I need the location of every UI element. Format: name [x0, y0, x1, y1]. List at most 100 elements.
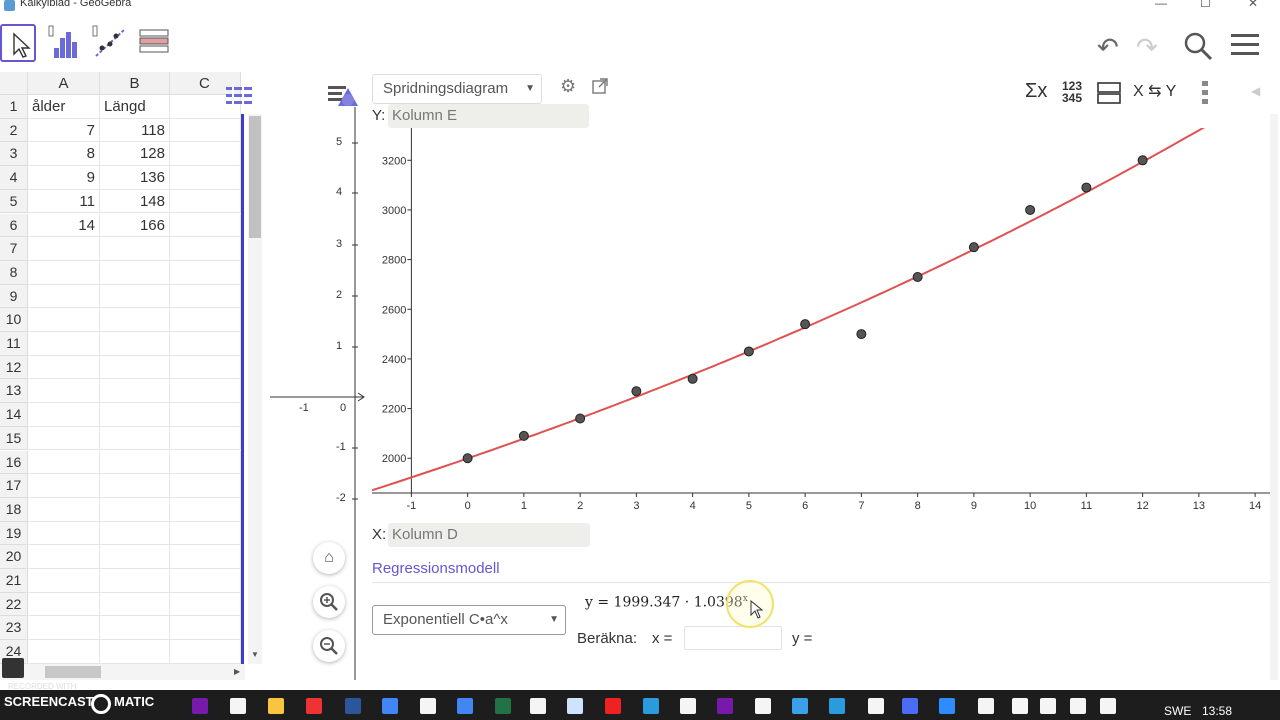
cell-b13[interactable] [100, 379, 170, 404]
row-header[interactable]: 5 [0, 189, 28, 214]
home-icon[interactable]: ⌂ [313, 542, 345, 574]
horizontal-scrollbar[interactable] [0, 664, 245, 680]
chart-type-select[interactable]: Spridningsdiagram ▼ [372, 74, 542, 104]
cell-b24[interactable] [100, 640, 170, 664]
cell-b1[interactable]: Längd [100, 95, 170, 119]
x-column-field[interactable]: Kolumn D [388, 523, 590, 547]
row-header[interactable]: 14 [0, 403, 28, 427]
cell-c6[interactable] [170, 213, 241, 238]
row-header[interactable]: 8 [0, 260, 28, 285]
cell-c15[interactable] [170, 426, 241, 451]
row-header[interactable]: 19 [0, 521, 28, 546]
row-header[interactable]: 15 [0, 426, 28, 451]
cell-c5[interactable] [170, 189, 241, 214]
cell-b23[interactable] [100, 616, 170, 641]
histogram-tool-button[interactable] [48, 24, 84, 62]
cell-c2[interactable] [170, 118, 241, 143]
cell-a11[interactable] [28, 332, 100, 356]
row-header[interactable]: 1 [0, 95, 28, 119]
row-header[interactable]: 16 [0, 450, 28, 475]
cell-b21[interactable] [100, 569, 170, 593]
taskbar-app-icon[interactable] [567, 698, 583, 714]
cell-a24[interactable] [28, 640, 100, 664]
cell-b18[interactable] [100, 497, 170, 522]
taskbar-app-icon[interactable] [902, 698, 918, 714]
taskbar-app-icon[interactable] [230, 698, 246, 714]
cell-c9[interactable] [170, 284, 241, 309]
taskbar-app-icon[interactable] [268, 698, 284, 714]
cell-b7[interactable] [100, 237, 170, 261]
row-header[interactable]: 12 [0, 355, 28, 380]
collapse-icon[interactable]: ◀ [1251, 84, 1261, 98]
cell-a1[interactable]: ålder [28, 95, 100, 119]
cell-b3[interactable]: 128 [100, 142, 170, 167]
taskbar-app-icon[interactable] [457, 698, 473, 714]
cell-c16[interactable] [170, 450, 241, 475]
panel-divider[interactable] [241, 114, 244, 664]
cell-a17[interactable] [28, 474, 100, 498]
cell-b12[interactable] [100, 355, 170, 380]
cell-b8[interactable] [100, 260, 170, 285]
cell-b17[interactable] [100, 474, 170, 498]
cell-a20[interactable] [28, 545, 100, 569]
swap-xy-button[interactable]: X ⇆ Y [1133, 83, 1177, 100]
cell-a2[interactable]: 7 [28, 118, 100, 143]
cell-c14[interactable] [170, 403, 241, 427]
taskbar-app-icon[interactable] [382, 698, 398, 714]
taskbar-app-icon[interactable] [939, 698, 955, 714]
graphics-view[interactable]: 5 4 3 2 1 -1 -2 -1 0 ⌂ [270, 72, 370, 680]
taskbar-app-icon[interactable] [1012, 698, 1028, 714]
cell-c4[interactable] [170, 166, 241, 190]
cell-c19[interactable] [170, 521, 241, 546]
cell-b20[interactable] [100, 545, 170, 569]
row-header[interactable]: 18 [0, 497, 28, 522]
row-header[interactable]: 21 [0, 569, 28, 593]
cell-b14[interactable] [100, 403, 170, 427]
taskbar-app-icon[interactable] [1070, 698, 1086, 714]
row-header[interactable]: 3 [0, 142, 28, 167]
cell-a16[interactable] [28, 450, 100, 475]
cell-c12[interactable] [170, 355, 241, 380]
cell-c20[interactable] [170, 545, 241, 569]
cell-a5[interactable]: 11 [28, 189, 100, 214]
cell-a3[interactable]: 8 [28, 142, 100, 167]
cell-a19[interactable] [28, 521, 100, 546]
vertical-scrollbar[interactable] [248, 114, 262, 664]
cell-a6[interactable]: 14 [28, 213, 100, 238]
scatter-plot[interactable]: -1 0 1 2 3 4 5 6 7 8 9 10 11 12 13 14200022002400260028… [372, 128, 1278, 590]
taskbar-app-icon[interactable] [755, 698, 771, 714]
cell-a8[interactable] [28, 260, 100, 285]
redo-icon[interactable]: ↷ [1136, 32, 1158, 62]
cell-a14[interactable] [28, 403, 100, 427]
cell-c17[interactable] [170, 474, 241, 498]
regression-model-select[interactable]: Exponentiell C•a^x ▼ [372, 605, 566, 635]
data-source-button[interactable]: 123 345 [1062, 80, 1082, 104]
taskbar-app-icon[interactable] [680, 698, 696, 714]
scroll-right-icon[interactable]: ▶ [234, 667, 241, 676]
cell-b19[interactable] [100, 521, 170, 546]
y-column-field[interactable]: Kolumn E [388, 104, 589, 128]
cell-c24[interactable] [170, 640, 241, 664]
row-header[interactable]: 4 [0, 166, 28, 190]
column-header-c[interactable]: C [170, 72, 241, 95]
scroll-down-icon[interactable]: ▼ [251, 650, 259, 659]
undo-icon[interactable]: ↶ [1097, 32, 1119, 62]
cell-c11[interactable] [170, 332, 241, 356]
gear-icon[interactable]: ⚙ [560, 76, 577, 96]
cell-b9[interactable] [100, 284, 170, 309]
taskbar-app-icon[interactable] [420, 698, 436, 714]
cell-b4[interactable]: 136 [100, 166, 170, 190]
cell-b16[interactable] [100, 450, 170, 475]
taskbar-app-icon[interactable] [868, 698, 884, 714]
cell-b11[interactable] [100, 332, 170, 356]
cell-c13[interactable] [170, 379, 241, 404]
cell-c22[interactable] [170, 592, 241, 617]
taskbar-app-icon[interactable] [306, 698, 322, 714]
cell-a7[interactable] [28, 237, 100, 261]
cell-c10[interactable] [170, 308, 241, 332]
keyboard-icon[interactable] [2, 658, 24, 678]
row-header[interactable]: 9 [0, 284, 28, 309]
compute-x-input[interactable] [684, 626, 782, 650]
close-icon[interactable]: ✕ [1248, 0, 1259, 10]
language-indicator[interactable]: SWE [1164, 704, 1192, 718]
